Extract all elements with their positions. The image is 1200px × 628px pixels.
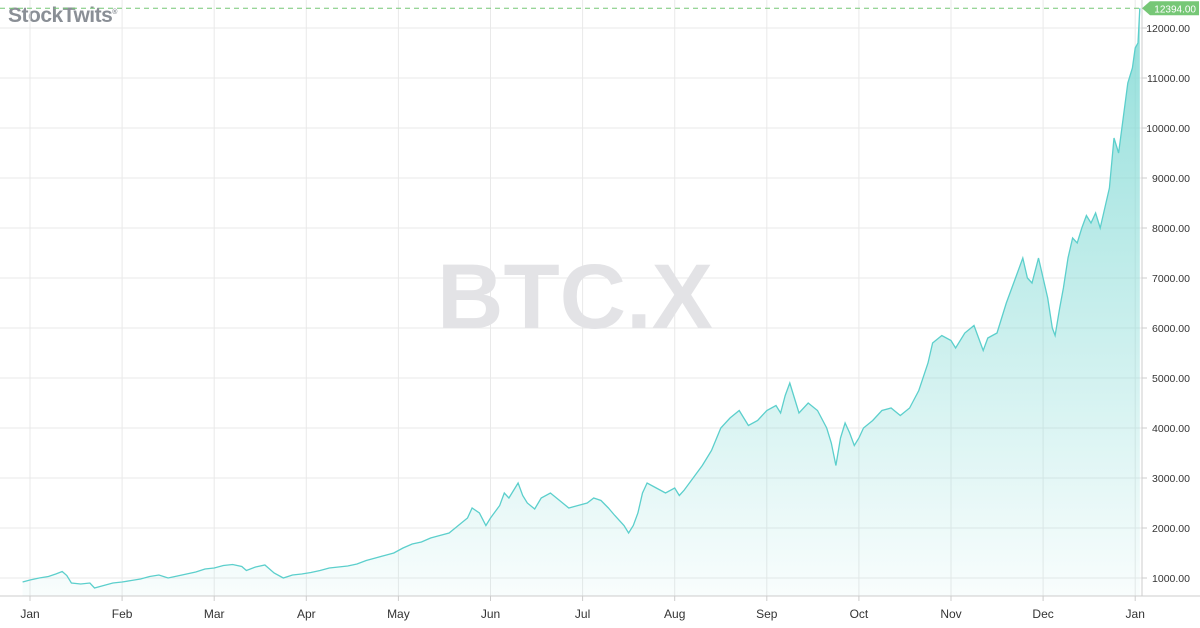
y-tick-label: 12000.00 — [1146, 23, 1190, 35]
x-axis: Jan Feb Mar Apr May Jun Jul Aug Sep Oct Nov Dec Jan — [20, 596, 1145, 621]
y-tick-label: 9000.00 — [1152, 173, 1190, 185]
last-price-label: 12394.00 — [1154, 4, 1196, 15]
price-area-fill — [22, 8, 1140, 597]
x-tick-label: Dec — [1032, 607, 1053, 621]
x-tick-label: Apr — [297, 607, 316, 621]
x-tick-label: Sep — [756, 607, 778, 621]
brand-name: StockTwits — [8, 4, 113, 27]
x-tick-label: May — [387, 607, 410, 621]
x-tick-label: Feb — [112, 607, 133, 621]
y-tick-label: 8000.00 — [1152, 223, 1190, 235]
x-tick-label: Mar — [204, 607, 225, 621]
last-price-badge: 12394.00 — [1142, 1, 1199, 15]
price-line — [22, 8, 1141, 589]
y-tick-label: 7000.00 — [1152, 273, 1190, 285]
x-tick-label: Jan — [1126, 607, 1145, 621]
y-tick-label: 1000.00 — [1152, 573, 1190, 585]
y-tick-label: 5000.00 — [1152, 373, 1190, 385]
y-tick-label: 4000.00 — [1152, 423, 1190, 435]
stocktwits-logo[interactable]: StockTwits® — [8, 4, 117, 28]
y-tick-label: 10000.00 — [1146, 123, 1190, 135]
x-tick-label: Jan — [20, 607, 39, 621]
brand-trademark: ® — [112, 9, 117, 16]
y-tick-label: 11000.00 — [1147, 73, 1190, 85]
y-tick-label: 6000.00 — [1152, 323, 1190, 335]
x-tick-label: Nov — [940, 607, 961, 621]
x-tick-label: Jul — [575, 607, 590, 621]
y-tick-label: 2000.00 — [1152, 523, 1190, 535]
x-tick-label: Oct — [850, 607, 869, 621]
ticker-watermark: BTC.X — [437, 246, 713, 348]
x-tick-label: Jun — [481, 607, 500, 621]
y-tick-label: 3000.00 — [1152, 473, 1190, 485]
x-tick-label: Aug — [664, 607, 685, 621]
last-price-badge-bg — [1142, 1, 1199, 16]
y-axis: 1000.00 2000.00 3000.00 4000.00 5000.00 6000.… — [1142, 23, 1190, 585]
